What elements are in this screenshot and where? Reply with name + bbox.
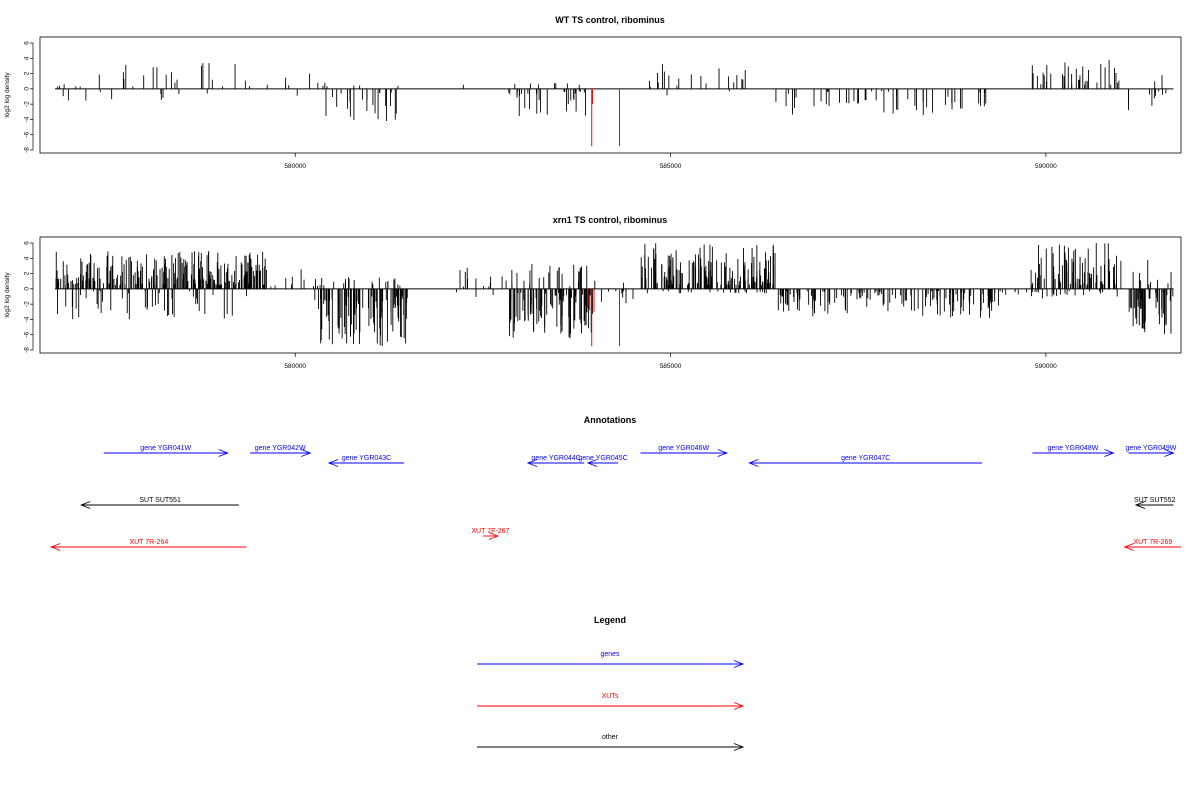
annotation-gene: gene YGR049W (1126, 445, 1177, 457)
xrn1-panel-title: xrn1 TS control, ribominus (553, 215, 668, 225)
wt-highlight-bars (591, 88, 621, 147)
annotation-arrow-head (526, 459, 538, 467)
xrn1-x-tick-label: 580000 (284, 363, 306, 370)
xrn1-y-axis-label: log2 log density (4, 272, 11, 318)
wt-y-tick-label: 0 (24, 87, 31, 91)
annotation-arrow-head (50, 543, 61, 551)
xrn1-x-tick-label: 590000 (1035, 363, 1057, 370)
xrn1-x-axis: 580000 585000 590000 (284, 353, 1057, 370)
legend-arrow-head (733, 743, 745, 751)
wt-y-tick-label: 6 (24, 41, 31, 45)
xrn1-y-tick-label: 4 (24, 256, 31, 260)
wt-y-axis: -8 -6 -4 -2 0 2 4 6 (24, 41, 34, 153)
wt-y-tick-label: 4 (24, 56, 31, 60)
annotations-track: Annotations gene YGR041W gene YGR042Wgene… (50, 415, 1181, 551)
xrn1-x-tick-label: 585000 (660, 363, 682, 370)
annotation-label: gene YGR049W (1126, 445, 1177, 452)
wt-y-tick-label: 2 (24, 71, 31, 75)
annotation-arrow-head (1164, 449, 1175, 457)
annotation-arrow-head (488, 532, 500, 540)
legend-label: genes (600, 651, 620, 658)
annotation-gene: gene YGR045C (578, 455, 628, 467)
annotation-arrow-head (80, 501, 91, 509)
annotation-label: gene YGR048W (1047, 445, 1098, 452)
xrn1-plot-frame (39, 236, 1182, 354)
annotation-arrow-head (1104, 449, 1115, 457)
annotation-label: gene YGR044C (531, 455, 580, 462)
legend-item-gene: genes (477, 651, 745, 668)
wt-x-axis: 580000 585000 590000 (284, 153, 1057, 170)
annotation-gene: gene YGR048W (1032, 445, 1115, 457)
legend-label: XUTs (602, 693, 619, 700)
annotation-arrow-head (717, 449, 729, 457)
annotation-arrow-head (1134, 501, 1146, 509)
wt-x-tick-label: 580000 (284, 163, 306, 170)
legend-arrow-head (733, 660, 745, 668)
annotation-gene: gene YGR043C (327, 455, 405, 467)
xrn1-density-bars (55, 243, 1174, 347)
wt-x-tick-label: 585000 (660, 163, 682, 170)
xrn1-y-tick-label: -8 (24, 347, 31, 353)
wt-density-panel: WT TS control, ribominus log2 log densit… (4, 15, 1182, 170)
annotation-features: gene YGR041W gene YGR042W gene YGR043C gene… (50, 445, 1181, 551)
wt-y-tick-label: -8 (24, 147, 31, 153)
xrn1-y-tick-label: 6 (24, 241, 31, 245)
legend-title: Legend (594, 615, 626, 625)
annotation-label: gene YGR046W (658, 445, 709, 452)
legend-item-xut: XUTs (477, 693, 745, 710)
wt-panel-title: WT TS control, ribominus (555, 15, 665, 25)
xrn1-y-axis: -8 -6 -4 -2 0 2 4 6 (24, 241, 34, 353)
annotation-label: gene YGR043C (342, 455, 391, 462)
wt-y-tick-label: -4 (24, 116, 31, 122)
annotation-gene: gene YGR046W (640, 445, 729, 457)
annotation-label: XUT 7F-267 (471, 528, 509, 535)
xrn1-y-tick-label: -2 (24, 301, 31, 307)
annotation-arrow-head (327, 459, 339, 467)
legend-arrow-head (733, 702, 745, 710)
legend: Legend genes XUTs other (477, 615, 745, 751)
annotation-xut: XUT 7R-264 (50, 539, 247, 551)
legend-label: other (602, 734, 619, 741)
wt-x-tick-label: 590000 (1035, 163, 1057, 170)
annotation-other: SUT SUT552 (1134, 497, 1176, 509)
annotation-label: gene YGR047C (841, 455, 890, 462)
xrn1-y-tick-label: -4 (24, 316, 31, 322)
annotation-other: SUT SUT551 (80, 497, 239, 509)
annotation-arrow-head (301, 449, 312, 457)
annotation-label: gene YGR041W (140, 445, 191, 452)
xrn1-y-tick-label: 0 (24, 287, 31, 291)
annotation-arrow-head (748, 459, 759, 467)
annotation-gene: gene YGR041W (103, 445, 229, 457)
annotation-arrow-head (1123, 543, 1134, 551)
annotation-arrow-head (218, 449, 229, 457)
annotation-gene: gene YGR042W (250, 445, 312, 457)
xrn1-y-tick-label: -6 (24, 331, 31, 337)
annotations-title: Annotations (584, 415, 637, 425)
annotation-gene: gene YGR044C (526, 455, 585, 467)
wt-density-bars (57, 60, 1167, 121)
xrn1-highlight-bars (587, 288, 621, 347)
legend-item-other: other (477, 734, 745, 751)
annotation-gene: gene YGR047C (748, 455, 983, 467)
xrn1-y-tick-label: 2 (24, 271, 31, 275)
annotation-label: gene YGR042W (255, 445, 306, 452)
wt-y-tick-label: -2 (24, 101, 31, 107)
legend-items: genes XUTs other (477, 651, 745, 751)
annotation-label: SUT SUT552 (1134, 497, 1176, 504)
annotation-label: SUT SUT551 (139, 497, 181, 504)
wt-plot-frame (39, 36, 1182, 154)
wt-y-axis-label: log2 log density (4, 72, 11, 118)
annotation-label: gene YGR045C (578, 455, 627, 462)
annotation-xut: XUT 7F-267 (471, 528, 509, 540)
annotation-label: XUT 7R-264 (129, 539, 168, 546)
wt-y-tick-label: -6 (24, 131, 31, 137)
xrn1-density-panel: xrn1 TS control, ribominus log2 log dens… (4, 215, 1182, 370)
annotation-label: XUT 7R-269 (1133, 539, 1172, 546)
annotation-xut: XUT 7R-269 (1123, 539, 1181, 551)
annotation-arrow-head (586, 459, 598, 467)
